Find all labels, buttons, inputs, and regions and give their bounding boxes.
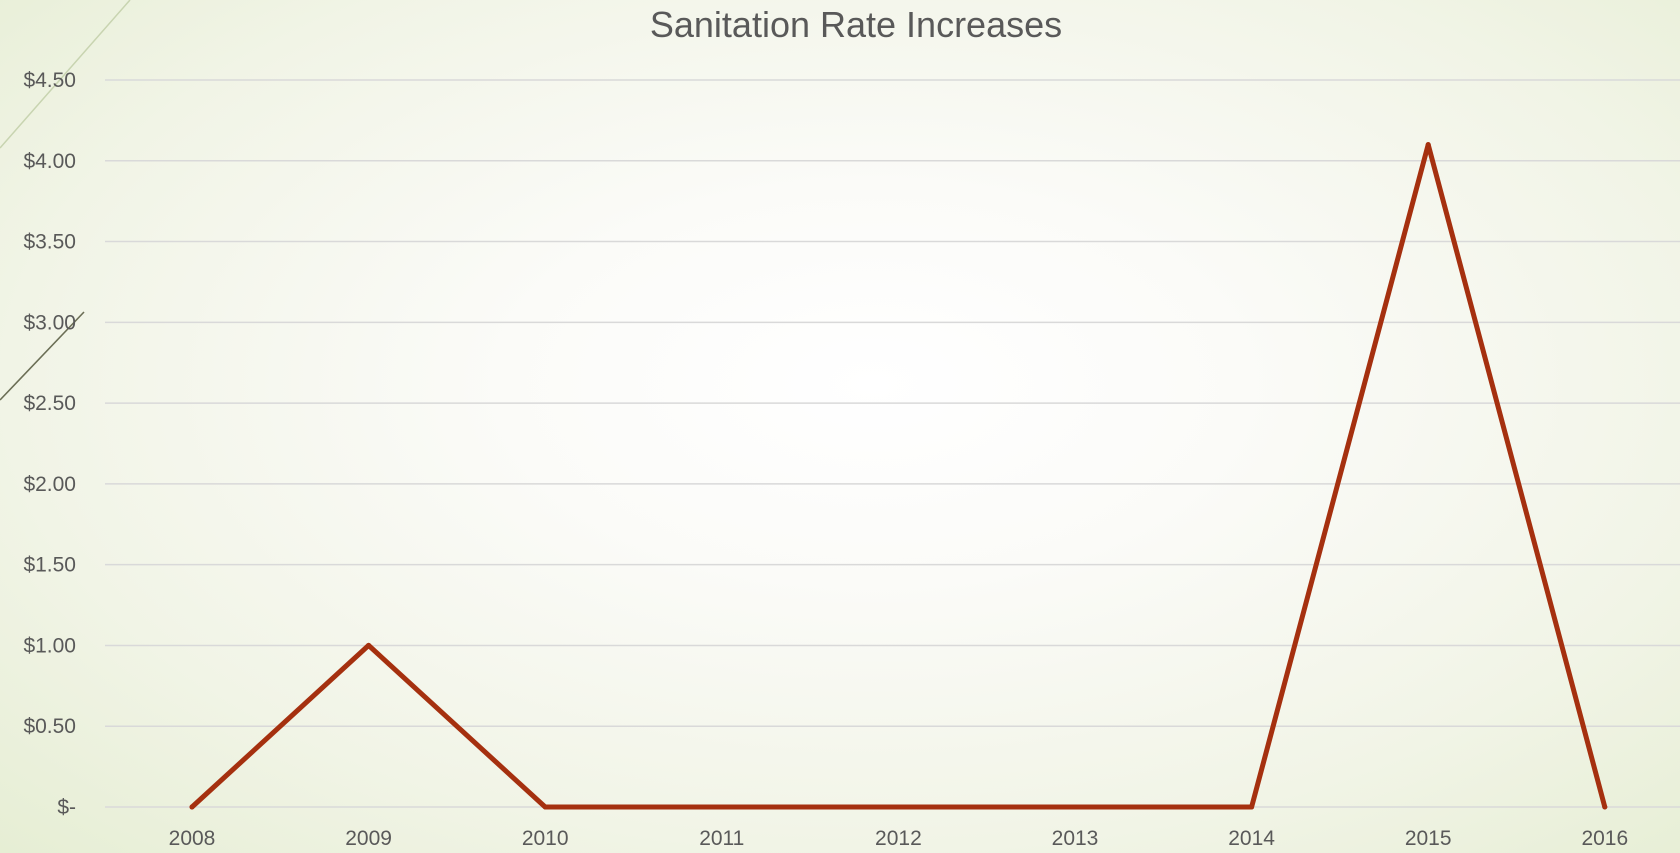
- y-tick-label: $0.50: [23, 715, 76, 738]
- x-tick-label: 2010: [522, 827, 569, 850]
- y-tick-label: $1.00: [23, 634, 76, 657]
- data-point: [366, 642, 372, 648]
- data-point: [1072, 804, 1078, 810]
- data-point: [719, 804, 725, 810]
- y-tick-label: $1.50: [23, 554, 76, 577]
- y-tick-label: $4.00: [23, 150, 76, 173]
- y-tick-label: $-: [57, 796, 76, 819]
- y-axis-tick-labels: $- $0.50 $1.00 $1.50 $2.00 $2.50 $3.00 $3.50 $4.…: [23, 69, 76, 819]
- y-tick-label: $2.50: [23, 392, 76, 415]
- x-tick-label: 2015: [1405, 827, 1452, 850]
- gridlines: [105, 79, 1680, 808]
- y-tick-label: $3.00: [23, 311, 76, 334]
- data-point: [189, 804, 195, 810]
- y-tick-label: $4.50: [23, 69, 76, 92]
- series-line: [189, 142, 1608, 810]
- data-point: [895, 804, 901, 810]
- data-point: [1249, 804, 1255, 810]
- x-tick-label: 2016: [1581, 827, 1628, 850]
- data-point: [542, 804, 548, 810]
- data-point: [1602, 804, 1608, 810]
- x-tick-label: 2012: [875, 827, 922, 850]
- chart-title: Sanitation Rate Increases: [650, 4, 1062, 45]
- x-axis-tick-labels: 2008 2009 2010 2011 2012 2013 2014 2015 2016: [169, 827, 1629, 850]
- x-tick-label: 2009: [345, 827, 392, 850]
- data-point: [1425, 142, 1431, 148]
- decorative-accent-lines: [0, 0, 131, 401]
- series-layer: [189, 142, 1608, 810]
- x-tick-label: 2013: [1052, 827, 1099, 850]
- y-tick-label: $3.50: [23, 231, 76, 254]
- x-tick-label: 2011: [699, 827, 744, 850]
- x-tick-label: 2014: [1228, 827, 1275, 850]
- y-tick-label: $2.00: [23, 473, 76, 496]
- x-tick-label: 2008: [169, 827, 216, 850]
